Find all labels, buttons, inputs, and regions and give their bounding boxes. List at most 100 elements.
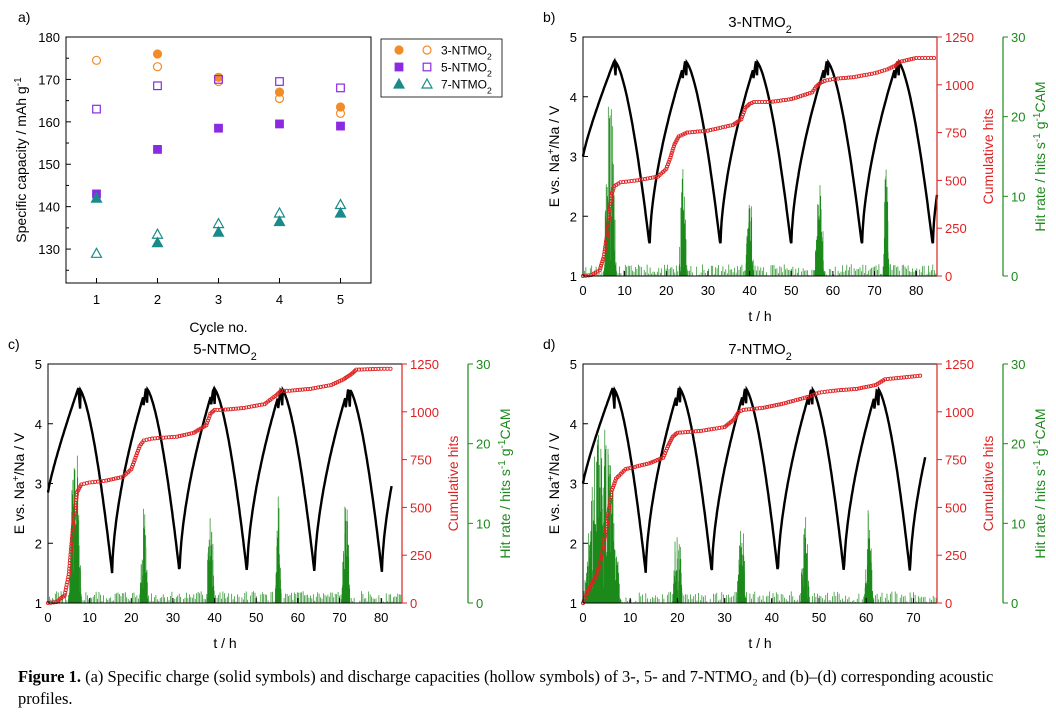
cumulative-hit-point — [111, 476, 116, 482]
point-triangle-discharge — [212, 217, 225, 229]
y2-tick-label: 1000 — [945, 78, 974, 93]
cumulative-hit-point — [673, 140, 678, 145]
panel-a: a) 1 2 3 4 5 130 140 150 160 170 180 Cycle no. Specif… — [13, 9, 503, 335]
cumulative-hit-point — [611, 483, 616, 488]
cumulative-hit-point — [109, 477, 114, 482]
y2-tick-label: 500 — [945, 173, 967, 188]
y3-tick-label: 30 — [1011, 30, 1025, 45]
cumulative-hit-point — [604, 524, 609, 529]
cumulative-hit-point — [859, 385, 864, 390]
cumulative-hit-point — [642, 176, 648, 182]
cumulative-hit-point — [610, 487, 615, 492]
cumulative-hit-point — [803, 92, 808, 97]
cumulative-hit-point — [609, 191, 615, 196]
cumulative-hit-point — [911, 56, 916, 61]
cumulative-hit-point — [760, 405, 765, 411]
cumulative-hit-point — [602, 247, 608, 252]
x-tick-label: 0 — [579, 283, 586, 298]
cumulative-hit-point — [696, 429, 701, 434]
legend-marker-filled — [392, 77, 406, 89]
x-tick-label: 80 — [909, 283, 923, 298]
y3-tick-label: 0 — [476, 596, 483, 611]
hit-rate-series — [47, 455, 402, 603]
cumulative-hit-point — [802, 395, 807, 400]
cumulative-hit-point — [805, 395, 810, 400]
cumulative-hit-point — [339, 378, 344, 383]
x-tick-label: 20 — [670, 610, 684, 625]
cumulative-hit-point — [838, 388, 844, 393]
cumulative-hit-point — [769, 404, 774, 409]
y2-tick-label: 1000 — [945, 405, 974, 420]
y2-tick-label: 0 — [945, 269, 952, 284]
x-tick-label: 0 — [44, 610, 51, 625]
cumulative-hit-point — [608, 204, 613, 209]
cumulative-hit-point — [833, 76, 838, 81]
cumulative-hit-point — [907, 374, 912, 379]
cumulative-hit-point — [701, 428, 706, 433]
cumulative-hit-point — [584, 591, 589, 596]
cumulative-hit-point — [664, 448, 669, 453]
cumulative-hit-point — [703, 128, 708, 133]
cumulative-hit-point — [918, 373, 923, 378]
cumulative-hit-point — [73, 505, 78, 511]
cumulative-hit-point — [72, 513, 77, 518]
cumulative-hit-point — [709, 427, 714, 432]
cumulative-hit-point — [599, 553, 604, 558]
cumulative-hit-point — [805, 91, 810, 96]
x-tick-label: 40 — [207, 610, 221, 625]
cumulative-hit-point — [113, 476, 118, 481]
cumulative-hit-point — [71, 521, 76, 526]
y2-tick-label: 250 — [945, 221, 967, 236]
cumulative-hit-point — [665, 164, 670, 169]
cumulative-hit-point — [713, 126, 718, 132]
cumulative-hit-point — [912, 374, 917, 379]
cumulative-hit-point — [718, 125, 723, 130]
cumulative-hit-point — [316, 385, 321, 390]
cumulative-hit-point — [783, 97, 789, 102]
cumulative-hit-point — [66, 574, 71, 579]
cumulative-hit-point — [814, 391, 819, 396]
cumulative-hit-point — [186, 431, 192, 436]
cumulative-hit-point — [64, 582, 69, 587]
cumulative-hit-point — [752, 406, 757, 411]
panel-c: c) 5-NTMO2 0 10 20 30 40 50 60 70 80 t / h 1 2 3 4 5 E vs… — [8, 336, 513, 651]
cumulative-hit-point — [793, 398, 798, 403]
cumulative-hit-point — [700, 129, 705, 134]
cumulative-hit-point — [854, 386, 859, 391]
cumulative-hit-point — [871, 383, 876, 388]
cumulative-hit-point — [899, 59, 904, 64]
cumulative-hit-point — [204, 423, 209, 428]
cumulative-hit-point — [206, 416, 211, 421]
cumulative-hit-point — [887, 66, 892, 71]
cumulative-hit-point — [65, 580, 70, 585]
cumulative-hit-point — [632, 178, 637, 183]
cumulative-hit-point — [335, 380, 340, 385]
cumulative-hit-point — [257, 403, 262, 408]
cumulative-hit-point — [677, 430, 683, 435]
cumulative-hit-point — [215, 407, 220, 412]
cumulative-hit-point — [287, 388, 292, 393]
x-tick-label: 20 — [659, 283, 673, 298]
cumulative-hit-point — [874, 70, 880, 75]
cumulative-hit-point — [682, 131, 688, 136]
cumulative-hit-point — [333, 381, 338, 386]
cumulative-hit-point — [305, 387, 310, 392]
cumulative-hit-point — [868, 383, 873, 389]
cumulative-hit-point — [51, 600, 56, 605]
cumulative-hit-point — [653, 175, 658, 180]
cumulative-hit-point — [607, 209, 612, 214]
cumulative-hit-point — [329, 382, 334, 388]
cumulative-hit-point — [228, 407, 233, 412]
cumulative-hit-point — [295, 388, 300, 393]
cumulative-hit-point — [899, 375, 904, 380]
x-axis-label: t / h — [748, 635, 771, 651]
caption-text: (a) Specific charge (solid symbols) and … — [18, 667, 994, 708]
point-circle-charge — [274, 87, 285, 97]
x-tick-label: 80 — [374, 610, 388, 625]
y-tick-label: 2 — [570, 209, 577, 224]
cumulative-hit-point — [891, 64, 896, 69]
cumulative-hit-point — [106, 478, 111, 483]
cumulative-hit-point — [740, 112, 745, 117]
panel-d-title: 7-NTMO2 — [728, 341, 792, 363]
y-tick-label: 130 — [38, 242, 60, 257]
